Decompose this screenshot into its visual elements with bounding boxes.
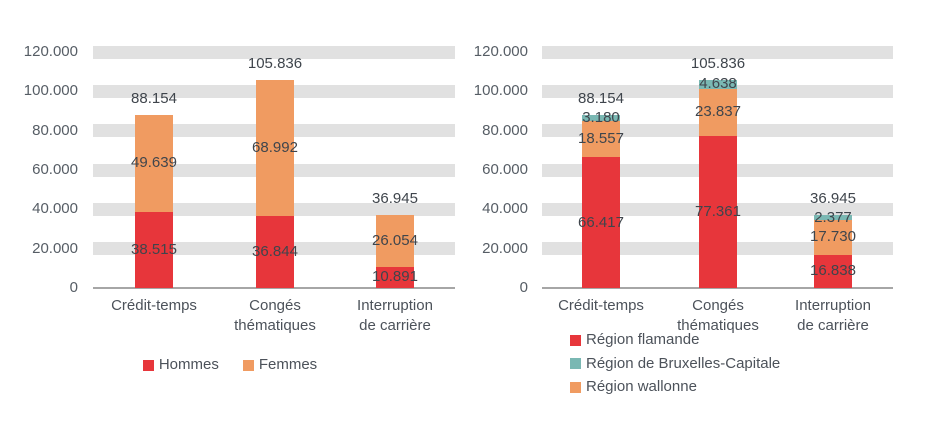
value-label: 66.417 [578, 213, 624, 231]
bar-segment-0-cat-0 [582, 157, 620, 288]
value-label: 16.838 [810, 262, 856, 280]
category-label: Congés thématiques [677, 297, 759, 334]
value-label: 26.054 [372, 231, 418, 249]
value-label: 10.891 [372, 268, 418, 286]
value-label: 77.361 [695, 202, 741, 220]
y-axis-label: 120.000 [23, 43, 78, 61]
total-label: 36.945 [372, 190, 418, 208]
y-axis-label: 80.000 [482, 121, 528, 139]
legend-item-0: Région flamande [570, 331, 699, 349]
y-axis-label: 100.000 [23, 82, 78, 100]
category-label: Crédit-temps [558, 297, 644, 314]
bar-segment-2-cat-1 [699, 88, 737, 136]
y-axis-label: 100.000 [473, 82, 528, 100]
x-axis-line [93, 287, 455, 289]
total-label: 88.154 [578, 89, 624, 107]
value-label: 4.638 [699, 75, 737, 93]
y-axis-label: 40.000 [32, 200, 78, 218]
legend-label: Région wallonne [586, 378, 697, 395]
bar-segment-0-cat-2 [376, 266, 414, 288]
value-label: 3.180 [582, 108, 620, 126]
x-axis-line [542, 287, 893, 289]
category-label: Crédit-temps [111, 297, 197, 314]
total-label: 36.945 [810, 190, 856, 208]
y-axis-label: 60.000 [32, 161, 78, 178]
value-label: 17.730 [810, 228, 856, 246]
category-label: Interruption de carrière [795, 297, 871, 334]
bar-segment-1-cat-0 [135, 114, 173, 213]
bar-segment-1-cat-1 [256, 79, 294, 216]
y-axis-label: 0 [519, 279, 528, 296]
legend-item-1: Région de Bruxelles-Capitale [570, 355, 780, 373]
y-axis-label: 120.000 [473, 43, 528, 61]
bar-segment-2-cat-0 [582, 120, 620, 158]
value-label: 18.557 [578, 130, 624, 148]
total-label: 105.836 [247, 54, 303, 72]
bar-segment-0-cat-1 [256, 215, 294, 288]
legend-item-0: Hommes [142, 356, 219, 374]
y-axis-label: 60.000 [482, 161, 528, 178]
chart-by-gender: 0 20.000 40.000 60.000 80.000 100.000 120.000 3… [0, 0, 460, 445]
value-label: 38.515 [131, 241, 177, 259]
legend-label: Femmes [258, 356, 318, 373]
bar-segment-1-cat-2 [814, 215, 852, 221]
legend-swatch-icon [242, 359, 254, 371]
bar-segment-1-cat-0 [582, 114, 620, 121]
legend-label: Région de Bruxelles-Capitale [586, 354, 781, 372]
bar-segment-2-cat-2 [814, 220, 852, 255]
legend-swatch-icon [570, 381, 581, 393]
bar-segment-0-cat-0 [135, 212, 173, 288]
bar-segment-0-cat-2 [814, 254, 852, 288]
legend-swatch-icon [142, 359, 154, 371]
value-label: 68.992 [252, 138, 298, 156]
category-label: Interruption de carrière [357, 297, 433, 334]
legend-swatch-icon [570, 358, 581, 369]
gridline-band [542, 45, 893, 59]
gridline-band [93, 45, 455, 59]
category-label: Congés thématiques [234, 297, 316, 334]
y-axis-label: 40.000 [482, 200, 528, 218]
bar-segment-0-cat-1 [699, 135, 737, 288]
y-axis-label: 0 [69, 279, 78, 296]
y-axis-label: 80.000 [32, 121, 78, 139]
legend-item-1: Femmes [242, 356, 318, 374]
y-axis-label: 20.000 [32, 239, 78, 257]
value-label: 49.639 [131, 154, 177, 172]
y-axis-label: 20.000 [482, 239, 528, 257]
bar-segment-1-cat-2 [376, 215, 414, 267]
bar-segment-1-cat-1 [699, 79, 737, 89]
legend-label: Hommes [158, 356, 219, 373]
value-label: 23.837 [695, 103, 741, 121]
total-label: 105.836 [690, 54, 746, 72]
total-label: 88.154 [131, 89, 177, 107]
legend: Hommes Femmes [0, 356, 460, 374]
value-label: 2.377 [814, 208, 852, 226]
value-label: 36.844 [252, 242, 298, 260]
chart-by-region: 0 20.000 40.000 60.000 80.000 100.000 120.000 6… [460, 0, 945, 445]
legend-item-2: Région wallonne [570, 378, 697, 396]
legend-swatch-icon [570, 334, 581, 346]
legend-label: Région flamande [586, 331, 700, 348]
